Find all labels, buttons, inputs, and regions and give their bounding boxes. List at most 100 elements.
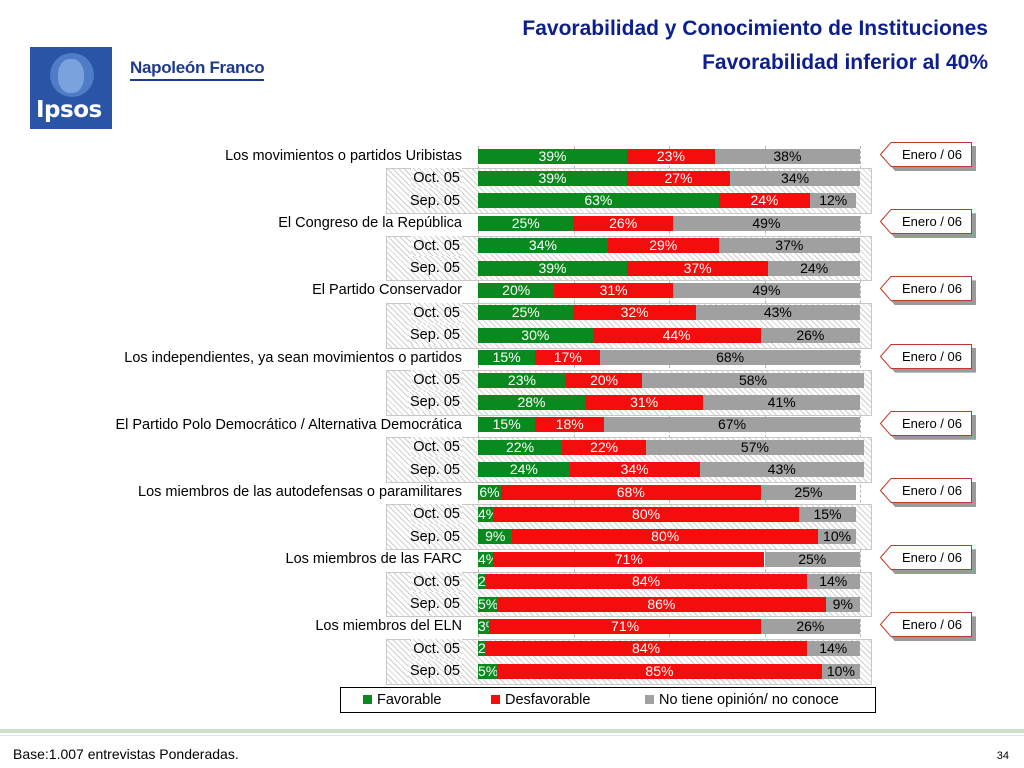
data-label: 84% <box>632 641 661 657</box>
bar-segment-favorable: 15% <box>478 417 536 433</box>
bar-segment-favorable: 6% <box>478 484 501 500</box>
data-label: 14% <box>819 641 848 657</box>
data-label: 3% <box>478 618 489 634</box>
legend-swatch-no-opinion <box>645 695 654 704</box>
data-label: 23% <box>656 148 685 164</box>
tag-outline <box>880 410 972 436</box>
data-label: 25% <box>798 551 827 567</box>
period-tag: Enero / 06 <box>880 343 976 373</box>
footer-rule-thin <box>0 735 1024 736</box>
bar-segment-favorable: 25% <box>478 305 574 321</box>
page-subtitle: Favorabilidad inferior al 40% <box>702 51 988 74</box>
bar-segment-desfavorable: 24% <box>718 193 811 209</box>
data-label: 63% <box>584 193 613 209</box>
data-label: 20% <box>502 282 531 298</box>
data-label: 29% <box>649 238 678 254</box>
period-label: Sep. 05 <box>408 661 462 682</box>
period-label: Sep. 05 <box>408 459 462 480</box>
bar-segment-no-opinion: 9% <box>825 596 860 612</box>
tag-body <box>880 612 972 638</box>
data-label: 6% <box>479 484 500 500</box>
data-label: 41% <box>767 394 796 410</box>
period-tag: Enero / 06 <box>880 276 976 306</box>
data-label: 4% <box>478 551 493 567</box>
data-label: 12% <box>819 193 848 209</box>
tag-outline <box>880 343 972 369</box>
tag-body <box>880 276 972 302</box>
category-label: Los miembros de las autodefensas o param… <box>138 484 462 500</box>
tag-label: Enero / 06 <box>902 483 962 498</box>
bar-segment-no-opinion: 49% <box>672 215 860 231</box>
bar-segment-no-opinion: 15% <box>798 506 857 522</box>
data-label: 71% <box>611 618 640 634</box>
bar-segment-favorable: 39% <box>478 170 627 186</box>
bar-segment-favorable: 4% <box>478 506 494 522</box>
bar-segment-favorable: 22% <box>478 439 563 455</box>
data-label: 67% <box>718 417 747 433</box>
brand-name: Napoleón Franco <box>130 58 265 81</box>
data-label: 68% <box>616 484 645 500</box>
bar-segment-no-opinion: 26% <box>760 327 860 343</box>
tag-outline <box>880 478 972 503</box>
data-label: 22% <box>506 439 535 455</box>
data-label: 34% <box>620 462 649 478</box>
data-label: 68% <box>716 350 745 366</box>
data-label: 10% <box>823 529 852 545</box>
legend-item-favorable: Favorable <box>363 688 441 712</box>
bar-segment-desfavorable: 34% <box>569 462 700 478</box>
data-label: 23% <box>507 372 536 388</box>
period-label: Sep. 05 <box>408 392 462 413</box>
bar-segment-no-opinion: 57% <box>646 439 864 455</box>
period-label: Oct. 05 <box>411 370 462 390</box>
tag-label: Enero / 06 <box>902 550 962 566</box>
data-label: 2% <box>478 641 486 657</box>
data-label: 39% <box>538 260 567 276</box>
data-label: 84% <box>632 574 661 590</box>
page-title: Favorabilidad y Conocimiento de Instituc… <box>522 17 988 40</box>
page-number: 34 <box>996 750 1009 762</box>
data-label: 27% <box>664 170 693 186</box>
data-label: 9% <box>832 596 853 612</box>
period-tag: Enero / 06 <box>880 142 976 171</box>
bar-segment-desfavorable: 80% <box>512 529 818 545</box>
data-label: 85% <box>645 663 674 679</box>
tag-outline <box>880 545 972 571</box>
bar-segment-desfavorable: 27% <box>626 170 731 186</box>
data-label: 24% <box>750 193 779 209</box>
data-label: 15% <box>492 350 521 366</box>
bar-segment-no-opinion: 10% <box>817 529 857 545</box>
bar-segment-desfavorable: 20% <box>565 372 643 388</box>
legend-swatch-favorable <box>363 695 372 704</box>
period-tag: Enero / 06 <box>880 612 976 642</box>
bar-segment-no-opinion: 26% <box>760 618 860 634</box>
data-label: 22% <box>590 439 619 455</box>
data-label: 14% <box>819 574 848 590</box>
period-label: Sep. 05 <box>408 325 462 346</box>
data-label: 24% <box>800 260 829 276</box>
bar-segment-desfavorable: 26% <box>573 215 673 231</box>
bar-segment-desfavorable: 17% <box>535 350 601 366</box>
bar-segment-desfavorable: 84% <box>485 574 807 590</box>
tag-body <box>880 410 972 436</box>
bar-segment-desfavorable: 68% <box>500 484 761 500</box>
data-label: 5% <box>478 663 498 679</box>
bar-segment-no-opinion: 43% <box>695 305 860 321</box>
data-label: 25% <box>511 215 540 231</box>
tag-outline <box>880 612 972 638</box>
bar-segment-desfavorable: 31% <box>584 394 704 410</box>
legend-label-favorable: Favorable <box>377 692 442 708</box>
bar-segment-favorable: 5% <box>478 596 498 612</box>
period-tag: Enero / 06 <box>880 410 976 440</box>
tag-body <box>880 545 972 571</box>
tag-label: Enero / 06 <box>902 348 962 364</box>
period-label: Oct. 05 <box>411 571 462 592</box>
bar-segment-favorable: 20% <box>478 282 555 298</box>
data-label: 10% <box>826 663 855 679</box>
data-label: 49% <box>752 282 781 298</box>
tag-label: Enero / 06 <box>902 415 962 431</box>
bar-segment-no-opinion: 67% <box>604 417 860 433</box>
data-label: 80% <box>632 506 661 522</box>
bar-segment-favorable: 28% <box>478 394 585 410</box>
data-label: 37% <box>683 260 712 276</box>
bar-segment-no-opinion: 14% <box>806 641 860 657</box>
